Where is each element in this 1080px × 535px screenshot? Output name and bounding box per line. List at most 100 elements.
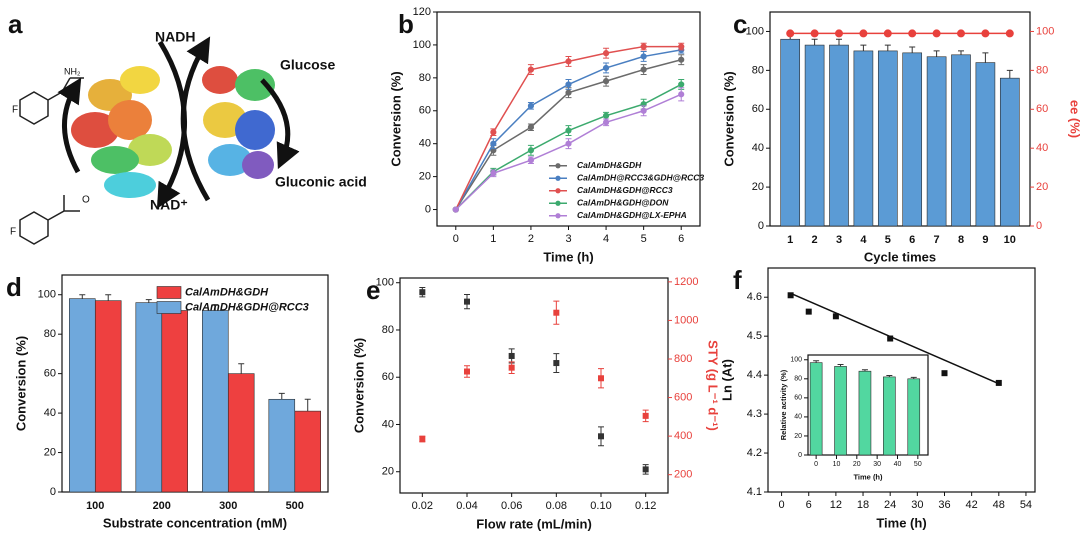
y-tick-label: 0 bbox=[758, 220, 764, 232]
marker bbox=[527, 124, 535, 131]
bar bbox=[135, 302, 163, 493]
marker bbox=[642, 412, 649, 419]
x-tick-label: 300 bbox=[219, 500, 237, 512]
y-tick-label: 80 bbox=[794, 376, 802, 383]
marker bbox=[565, 81, 572, 88]
x-tick-label: 36 bbox=[938, 499, 950, 511]
y-tick-label: 4.5 bbox=[747, 330, 762, 342]
y-tick-label: 100 bbox=[376, 277, 394, 289]
bar bbox=[829, 44, 849, 227]
x-tick-label: 0 bbox=[779, 499, 785, 511]
marker bbox=[602, 50, 610, 57]
marker bbox=[527, 66, 535, 73]
marker bbox=[941, 370, 948, 377]
bar bbox=[883, 376, 896, 456]
y-tick-label: 4.1 bbox=[747, 486, 762, 498]
y-tick-label: 80 bbox=[44, 328, 56, 340]
x-tick-label: 18 bbox=[857, 499, 869, 511]
x-tick-label: 8 bbox=[958, 234, 964, 246]
legend-label: CalAmDH&GDH@LX-EPHA bbox=[577, 210, 687, 220]
marker bbox=[527, 157, 535, 164]
plot-frame bbox=[399, 277, 669, 494]
legend-label: CalAmDH&GDH bbox=[577, 160, 642, 170]
x-tick-label: 500 bbox=[286, 500, 304, 512]
marker bbox=[640, 53, 647, 60]
marker bbox=[640, 66, 647, 73]
arrow bbox=[57, 77, 82, 174]
marker bbox=[490, 140, 497, 147]
marker bbox=[883, 29, 892, 38]
y-axis-label: Ln (At) bbox=[719, 359, 734, 401]
panel-label: a bbox=[8, 9, 23, 39]
marker bbox=[490, 129, 497, 136]
marker bbox=[642, 466, 649, 473]
x-tick-label: 2 bbox=[812, 234, 818, 246]
y-tick-label: 60 bbox=[419, 105, 431, 117]
y2-tick-label: 400 bbox=[674, 430, 692, 442]
y2-tick-label: 0 bbox=[1036, 220, 1042, 232]
panel-label: f bbox=[733, 265, 742, 295]
atom: NH₂ bbox=[64, 66, 81, 76]
y2-tick-label: 60 bbox=[1036, 103, 1048, 115]
y2-tick-label: 600 bbox=[674, 391, 692, 403]
marker bbox=[464, 298, 470, 305]
marker bbox=[565, 58, 572, 65]
x-axis-label: Time (h) bbox=[543, 249, 593, 264]
x-tick-label: 30 bbox=[873, 461, 881, 468]
bar bbox=[294, 410, 321, 493]
marker bbox=[565, 127, 572, 134]
x-tick-label: 0.12 bbox=[635, 500, 656, 512]
y2-tick-label: 20 bbox=[1036, 181, 1048, 193]
y2-tick-label: 80 bbox=[1036, 64, 1048, 76]
bar bbox=[227, 373, 255, 493]
x-tick-label: 30 bbox=[911, 499, 923, 511]
x-axis-label: Time (h) bbox=[876, 515, 926, 530]
bar bbox=[926, 56, 947, 227]
bar bbox=[202, 310, 229, 493]
x-axis-label: Flow rate (mL/min) bbox=[476, 516, 592, 531]
label: NAD⁺ bbox=[150, 197, 188, 213]
marker bbox=[553, 309, 560, 316]
y-tick-label: 0 bbox=[798, 452, 802, 459]
marker bbox=[452, 206, 459, 213]
y-tick-label: 40 bbox=[382, 418, 394, 430]
x-tick-label: 6 bbox=[909, 234, 915, 246]
x-tick-label: 48 bbox=[993, 499, 1005, 511]
atom: F bbox=[10, 227, 16, 238]
marker bbox=[598, 375, 604, 382]
protein-left bbox=[71, 66, 172, 198]
x-tick-label: 42 bbox=[966, 499, 978, 511]
marker bbox=[565, 89, 572, 96]
y-axis-label: Conversion (%) bbox=[13, 336, 28, 431]
marker bbox=[859, 29, 868, 38]
legend-marker bbox=[555, 175, 561, 181]
plot-frame bbox=[767, 267, 1036, 493]
legend-swatch bbox=[156, 286, 182, 299]
legend-label: CalAmDH&GDH@DON bbox=[577, 198, 669, 208]
arrow bbox=[180, 36, 211, 202]
x-tick-label: 24 bbox=[884, 499, 896, 511]
arrow bbox=[260, 78, 300, 170]
marker bbox=[553, 360, 560, 367]
atom: O bbox=[82, 195, 90, 206]
x-tick-label: 0 bbox=[453, 233, 459, 245]
x-axis-label: Cycle times bbox=[864, 249, 936, 264]
marker bbox=[787, 292, 794, 299]
marker bbox=[981, 29, 990, 38]
molecule bbox=[19, 195, 80, 245]
bar bbox=[853, 50, 874, 227]
x-tick-label: 7 bbox=[934, 234, 940, 246]
y-tick-label: 60 bbox=[794, 395, 802, 402]
y-tick-label: 20 bbox=[44, 446, 56, 458]
y-tick-label: 4.3 bbox=[747, 408, 762, 420]
marker bbox=[832, 313, 839, 320]
bar bbox=[268, 398, 296, 493]
y-tick-label: 40 bbox=[752, 142, 764, 154]
legend-label: CalAmDH@RCC3&GDH@RCC3 bbox=[577, 173, 704, 183]
marker bbox=[908, 29, 917, 38]
x-tick-label: 0 bbox=[814, 461, 818, 468]
y-tick-label: 20 bbox=[382, 466, 394, 478]
marker bbox=[957, 29, 965, 38]
x-tick-label: 1 bbox=[490, 233, 496, 245]
y2-tick-label: 800 bbox=[674, 353, 692, 365]
